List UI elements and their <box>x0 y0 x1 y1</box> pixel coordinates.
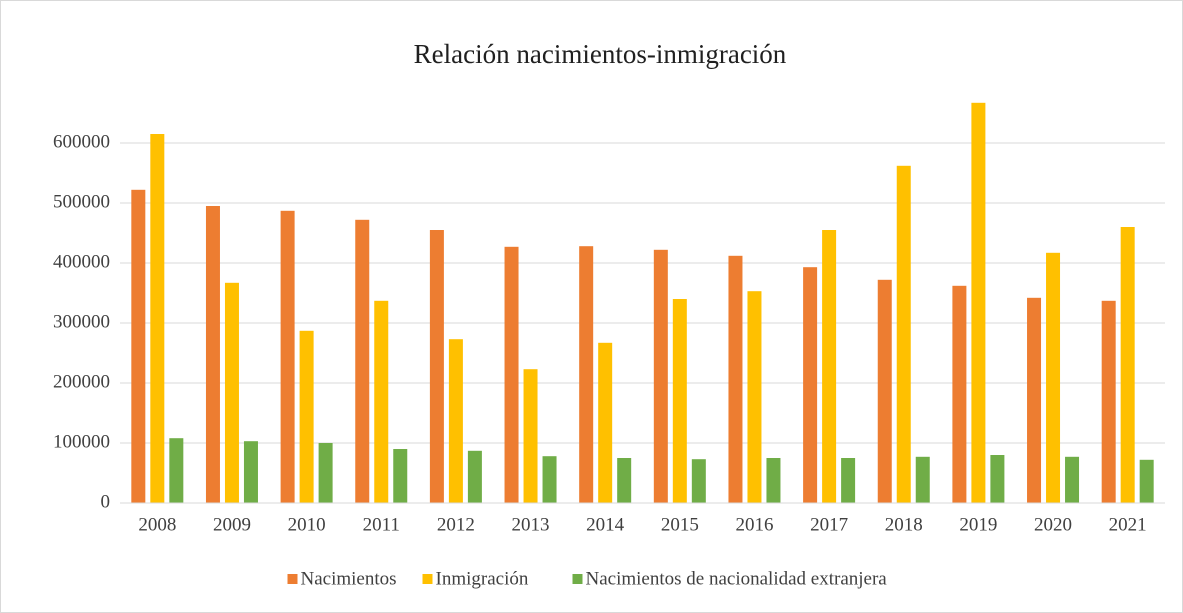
y-tick-label: 500000 <box>53 191 110 212</box>
bar <box>393 449 408 503</box>
bar <box>224 282 239 503</box>
bar <box>803 267 818 503</box>
bar <box>467 450 482 503</box>
y-tick-label: 100000 <box>53 431 110 452</box>
bar <box>243 441 258 503</box>
bar <box>841 458 856 503</box>
bar <box>579 246 594 503</box>
bar <box>355 219 370 504</box>
bar <box>169 438 184 503</box>
bar <box>523 369 538 503</box>
bar <box>598 342 613 503</box>
bar <box>1027 297 1042 503</box>
bar <box>915 456 930 503</box>
bar <box>1139 459 1154 503</box>
bar <box>131 189 146 504</box>
x-tick-label: 2018 <box>885 514 923 535</box>
x-tick-label: 2013 <box>512 514 550 535</box>
x-tick-label: 2020 <box>1034 514 1072 535</box>
bar <box>971 102 986 504</box>
bar <box>429 230 444 503</box>
y-tick-label: 300000 <box>53 311 110 332</box>
bar <box>205 206 220 503</box>
x-tick-label: 2010 <box>288 514 326 535</box>
bar <box>1101 300 1116 503</box>
x-tick-label: 2019 <box>959 514 997 535</box>
x-tick-label: 2021 <box>1109 514 1147 535</box>
x-tick-label: 2008 <box>138 514 176 535</box>
legend-label: Nacimientos de nacionalidad extranjera <box>586 568 888 589</box>
bar <box>952 285 967 503</box>
legend-swatch <box>422 574 433 584</box>
x-tick-label: 2016 <box>735 514 773 535</box>
bar <box>504 246 519 504</box>
bar <box>448 339 463 503</box>
legend-label: Nacimientos <box>301 568 397 589</box>
bar <box>318 443 333 503</box>
x-tick-label: 2009 <box>213 514 251 535</box>
bar <box>822 230 837 503</box>
y-tick-label: 200000 <box>53 371 110 392</box>
y-tick-label: 0 <box>101 491 111 512</box>
bar <box>542 456 557 503</box>
bar <box>299 330 314 503</box>
bar <box>1120 227 1135 503</box>
bar <box>990 455 1005 503</box>
bar <box>896 165 911 504</box>
bar <box>691 459 706 503</box>
bar <box>150 134 165 503</box>
legend-swatch <box>572 574 583 584</box>
bar <box>672 299 687 503</box>
bar <box>1065 456 1080 503</box>
bar <box>280 210 295 504</box>
legend-label: Inmigración <box>436 568 529 589</box>
bar <box>1046 252 1061 503</box>
y-tick-label: 400000 <box>53 251 110 272</box>
chart-title: Relación nacimientos-inmigración <box>414 39 787 69</box>
x-tick-label: 2011 <box>363 514 400 535</box>
bar <box>766 458 781 503</box>
bar <box>374 300 389 503</box>
y-tick-label: 600000 <box>53 131 110 152</box>
x-tick-label: 2012 <box>437 514 475 535</box>
x-tick-label: 2017 <box>810 514 848 535</box>
bar <box>877 279 892 503</box>
bar <box>728 255 743 503</box>
bar <box>653 249 668 503</box>
bar <box>617 458 632 503</box>
x-tick-label: 2014 <box>586 514 625 535</box>
legend-swatch <box>287 574 298 584</box>
x-tick-label: 2015 <box>661 514 699 535</box>
bar <box>747 291 762 503</box>
